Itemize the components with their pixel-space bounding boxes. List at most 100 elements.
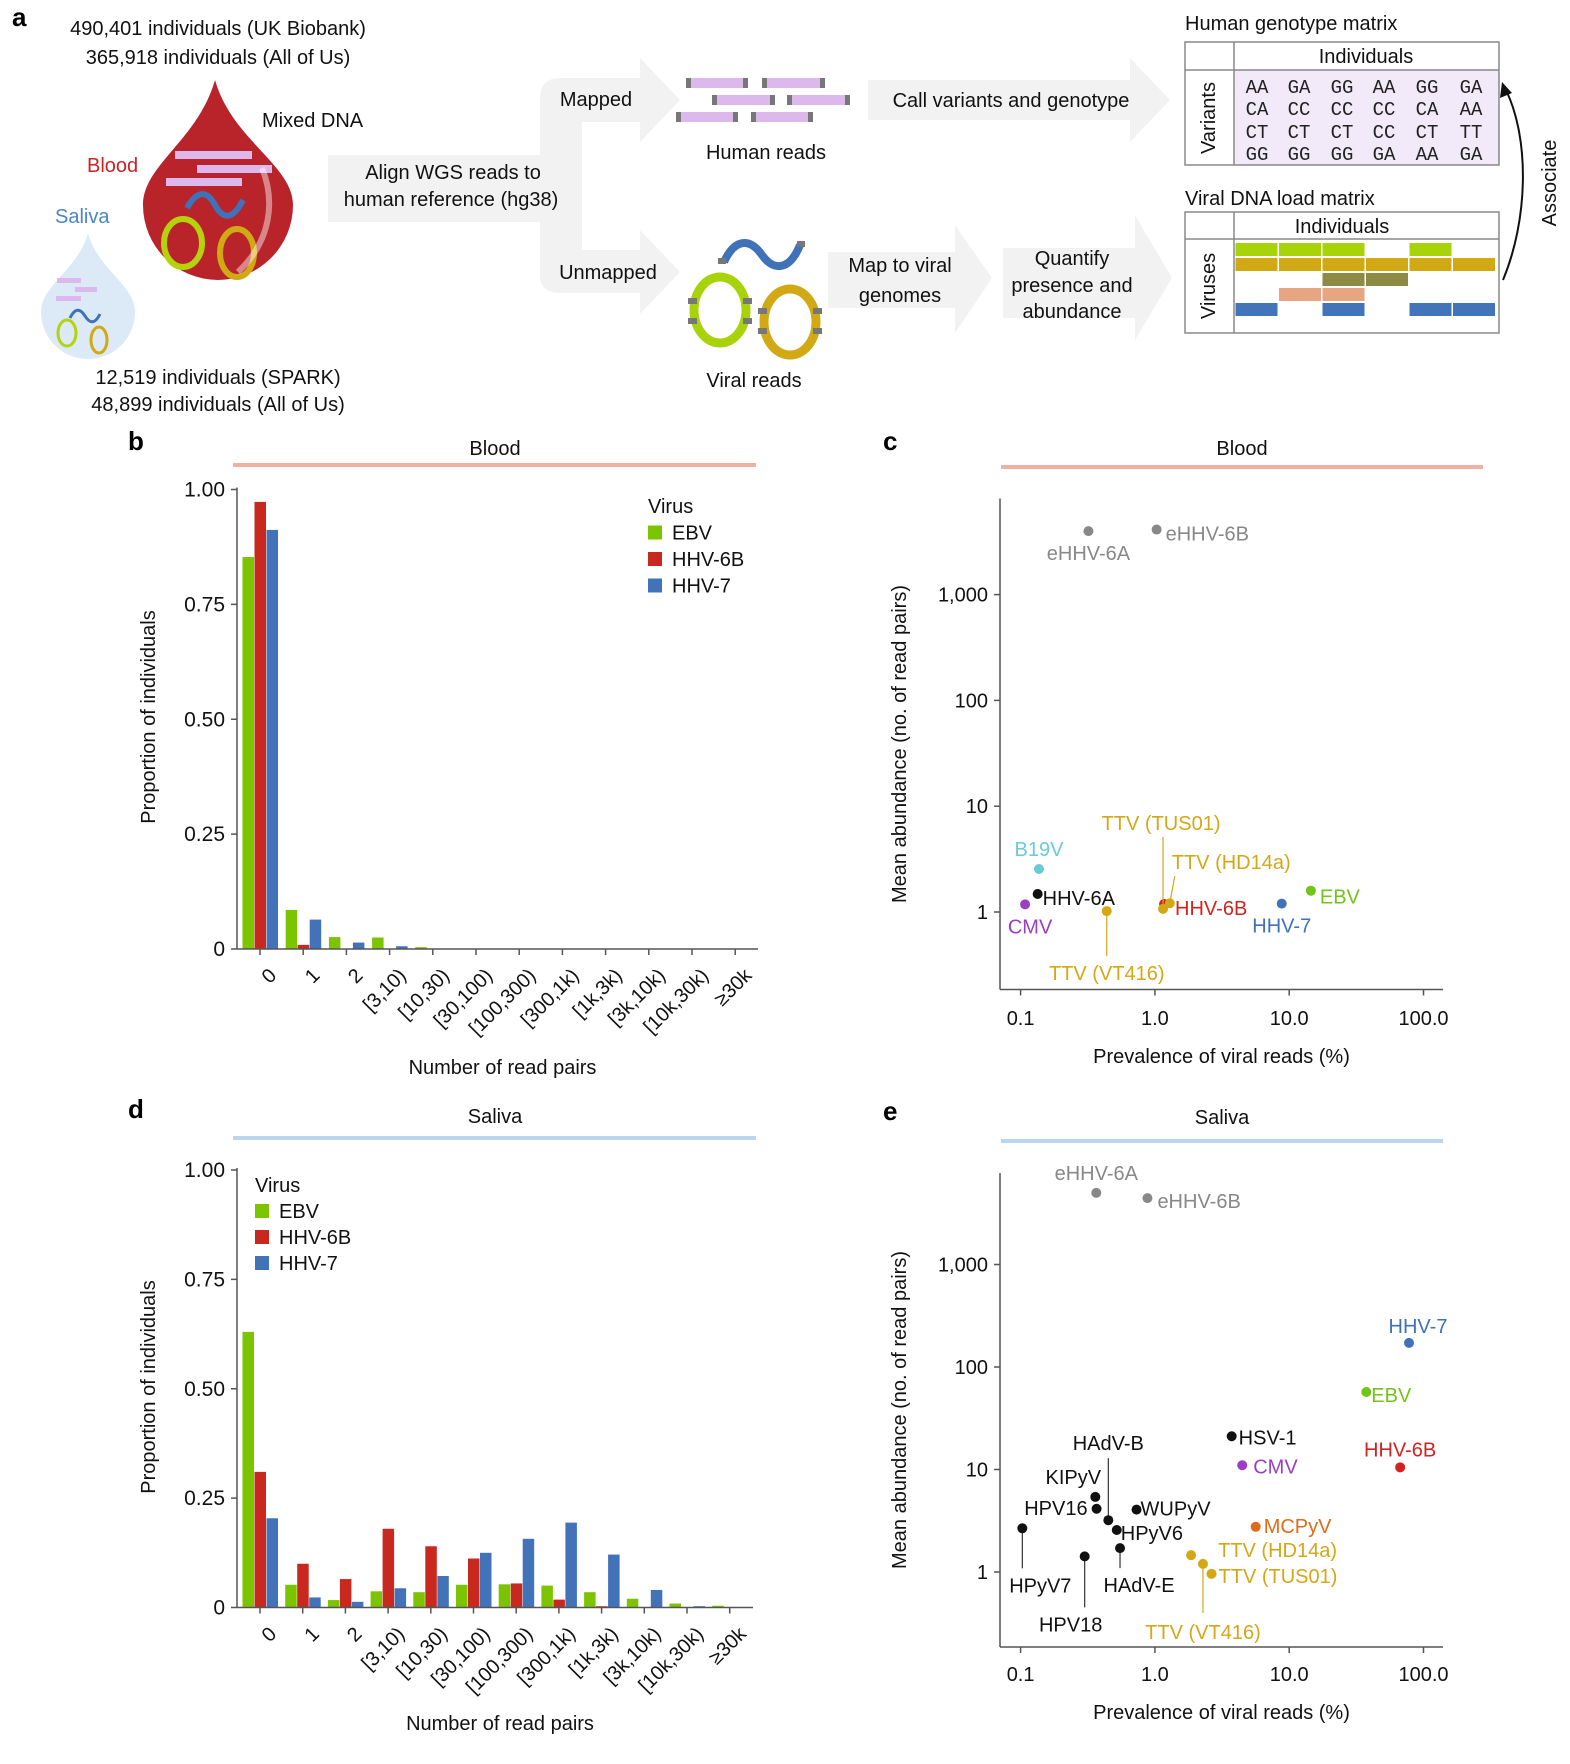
viral-load-cell xyxy=(1322,243,1365,256)
bar-ebv-3 xyxy=(370,1591,383,1608)
panel-label: c xyxy=(883,426,897,456)
bar-ebv-3 xyxy=(372,937,384,949)
y-axis-label: Proportion of individuals xyxy=(138,1280,160,1493)
y-tick-label: 0 xyxy=(213,1597,225,1620)
genotype-cell: AA xyxy=(1416,144,1439,166)
point-cmv xyxy=(1020,899,1031,910)
viral-load-cell xyxy=(1279,243,1321,256)
point-ttv-hd14a- xyxy=(1164,898,1175,909)
point-hsv-1 xyxy=(1226,1431,1237,1442)
x-tick-label: 1 xyxy=(300,1623,323,1646)
x-tick-label: 100.0 xyxy=(1398,1664,1448,1686)
viral-load-cell xyxy=(1409,258,1452,271)
x-tick-label: 0.1 xyxy=(1007,1008,1035,1030)
point-label: TTV (VT416) xyxy=(1049,963,1165,985)
align-step-line2: human reference (hg38) xyxy=(344,189,559,211)
point-b19v xyxy=(1033,863,1044,874)
point-label: HPyV6 xyxy=(1121,1523,1183,1545)
point-hhv-7 xyxy=(1404,1337,1415,1348)
genotype-cell: GG xyxy=(1416,77,1439,99)
point-hadv-e xyxy=(1115,1543,1126,1554)
y-axis-label: Proportion of individuals xyxy=(138,610,160,823)
genotype-matrix-title: Human genotype matrix xyxy=(1185,13,1397,35)
bar-hhv-6b-4 xyxy=(425,1546,437,1608)
viral-load-cell xyxy=(1322,273,1365,286)
point-label: KIPyV xyxy=(1046,1467,1102,1489)
panel-label: d xyxy=(128,1094,144,1124)
bar-ebv-7 xyxy=(541,1585,553,1608)
panel-a: a 490,401 individuals (UK Biobank) 365,9… xyxy=(12,2,1561,416)
point-hpv18 xyxy=(1079,1551,1090,1562)
point-label: TTV (VT416) xyxy=(1145,1622,1261,1644)
point-wupyv xyxy=(1131,1504,1142,1515)
point-ttv-tus01- xyxy=(1158,903,1169,914)
genotype-cell: CC xyxy=(1288,99,1311,121)
point-hhv-7 xyxy=(1276,898,1287,909)
point-label: CMV xyxy=(1008,916,1053,938)
x-tick-label: 1.0 xyxy=(1141,1664,1169,1686)
point-ehhv-6a xyxy=(1091,1187,1102,1198)
saliva-cohort-spark: 12,519 individuals (SPARK) xyxy=(95,367,340,389)
legend-swatch-ebv xyxy=(255,1204,269,1218)
point-label: HPV16 xyxy=(1024,1498,1087,1520)
chart-title: Blood xyxy=(1216,438,1267,460)
genotype-cell: CC xyxy=(1331,99,1354,121)
panel-label: b xyxy=(128,426,144,456)
legend-entry: EBV xyxy=(279,1201,320,1223)
blood-drop-icon xyxy=(143,80,293,280)
x-tick-label: 1.0 xyxy=(1141,1008,1169,1030)
point-label: HHV-6B xyxy=(1364,1439,1436,1461)
blood-cohort-aou: 365,918 individuals (All of Us) xyxy=(86,47,351,69)
point-label: HAdV-E xyxy=(1103,1575,1174,1597)
y-tick-label: 0 xyxy=(213,938,225,961)
bar-ebv-0 xyxy=(242,557,254,949)
x-tick-label: 100.0 xyxy=(1398,1008,1448,1030)
point-hpyv6 xyxy=(1111,1524,1122,1535)
genotype-cell: AA xyxy=(1246,77,1269,99)
y-tick-label: 1.00 xyxy=(184,1159,225,1182)
x-tick-label: 10.0 xyxy=(1270,1664,1309,1686)
mixed-dna-label: Mixed DNA xyxy=(262,110,364,132)
viral-row-header: Viruses xyxy=(1198,253,1220,319)
quantify-line1: Quantify xyxy=(1035,248,1109,270)
genotype-cell: CA xyxy=(1416,99,1439,121)
genotype-cell: GG xyxy=(1288,144,1311,166)
viral-load-cell xyxy=(1322,258,1365,271)
bar-hhv-6b-3 xyxy=(382,1528,395,1608)
bar-ebv-6 xyxy=(498,1584,511,1608)
bar-hhv-7-0 xyxy=(266,529,278,949)
point-kipyv xyxy=(1090,1491,1101,1502)
point-hpyv7 xyxy=(1017,1523,1028,1534)
genotype-cell: CT xyxy=(1288,122,1311,144)
genotype-cell: CC xyxy=(1373,122,1396,144)
genotype-cell: CT xyxy=(1331,122,1354,144)
point-mcpyv xyxy=(1250,1521,1261,1532)
bar-ebv-1 xyxy=(285,909,298,949)
bar-hhv-7-4 xyxy=(437,1576,449,1608)
unmapped-label: Unmapped xyxy=(559,262,657,284)
bar-ebv-11 xyxy=(712,1605,724,1608)
point-ehhv-6a xyxy=(1083,526,1094,537)
panel-e-saliva-scatter: e Saliva 0.1 1.0 10.0 100.0 1 10 100 1,000 Prevale… xyxy=(883,1096,1449,1724)
legend-entry: HHV-6B xyxy=(672,549,744,571)
align-fork-arrow xyxy=(328,58,680,314)
point-hadv-b xyxy=(1103,1515,1114,1526)
genotype-matrix: Human genotype matrix Individuals Varian… xyxy=(1184,13,1500,166)
point-label: TTV (TUS01) xyxy=(1102,813,1221,835)
y-tick-label: 100 xyxy=(955,690,988,712)
point-label: EBV xyxy=(1371,1385,1412,1407)
mapped-label: Mapped xyxy=(560,89,632,111)
human-reads-label: Human reads xyxy=(706,142,826,164)
point-label: TTV (HD14a) xyxy=(1172,852,1291,874)
bar-ebv-8 xyxy=(584,1592,596,1608)
x-axis-label: Prevalence of viral reads (%) xyxy=(1093,1702,1350,1724)
genotype-cell: GA xyxy=(1288,77,1311,99)
viral-load-cell xyxy=(1453,303,1495,316)
x-tick-label: 1 xyxy=(301,965,324,988)
x-axis-label: Number of read pairs xyxy=(409,1057,597,1079)
y-tick-label: 100 xyxy=(955,1357,988,1379)
point-ehhv-6b xyxy=(1151,524,1162,535)
x-tick-label: 0.1 xyxy=(1007,1664,1035,1686)
